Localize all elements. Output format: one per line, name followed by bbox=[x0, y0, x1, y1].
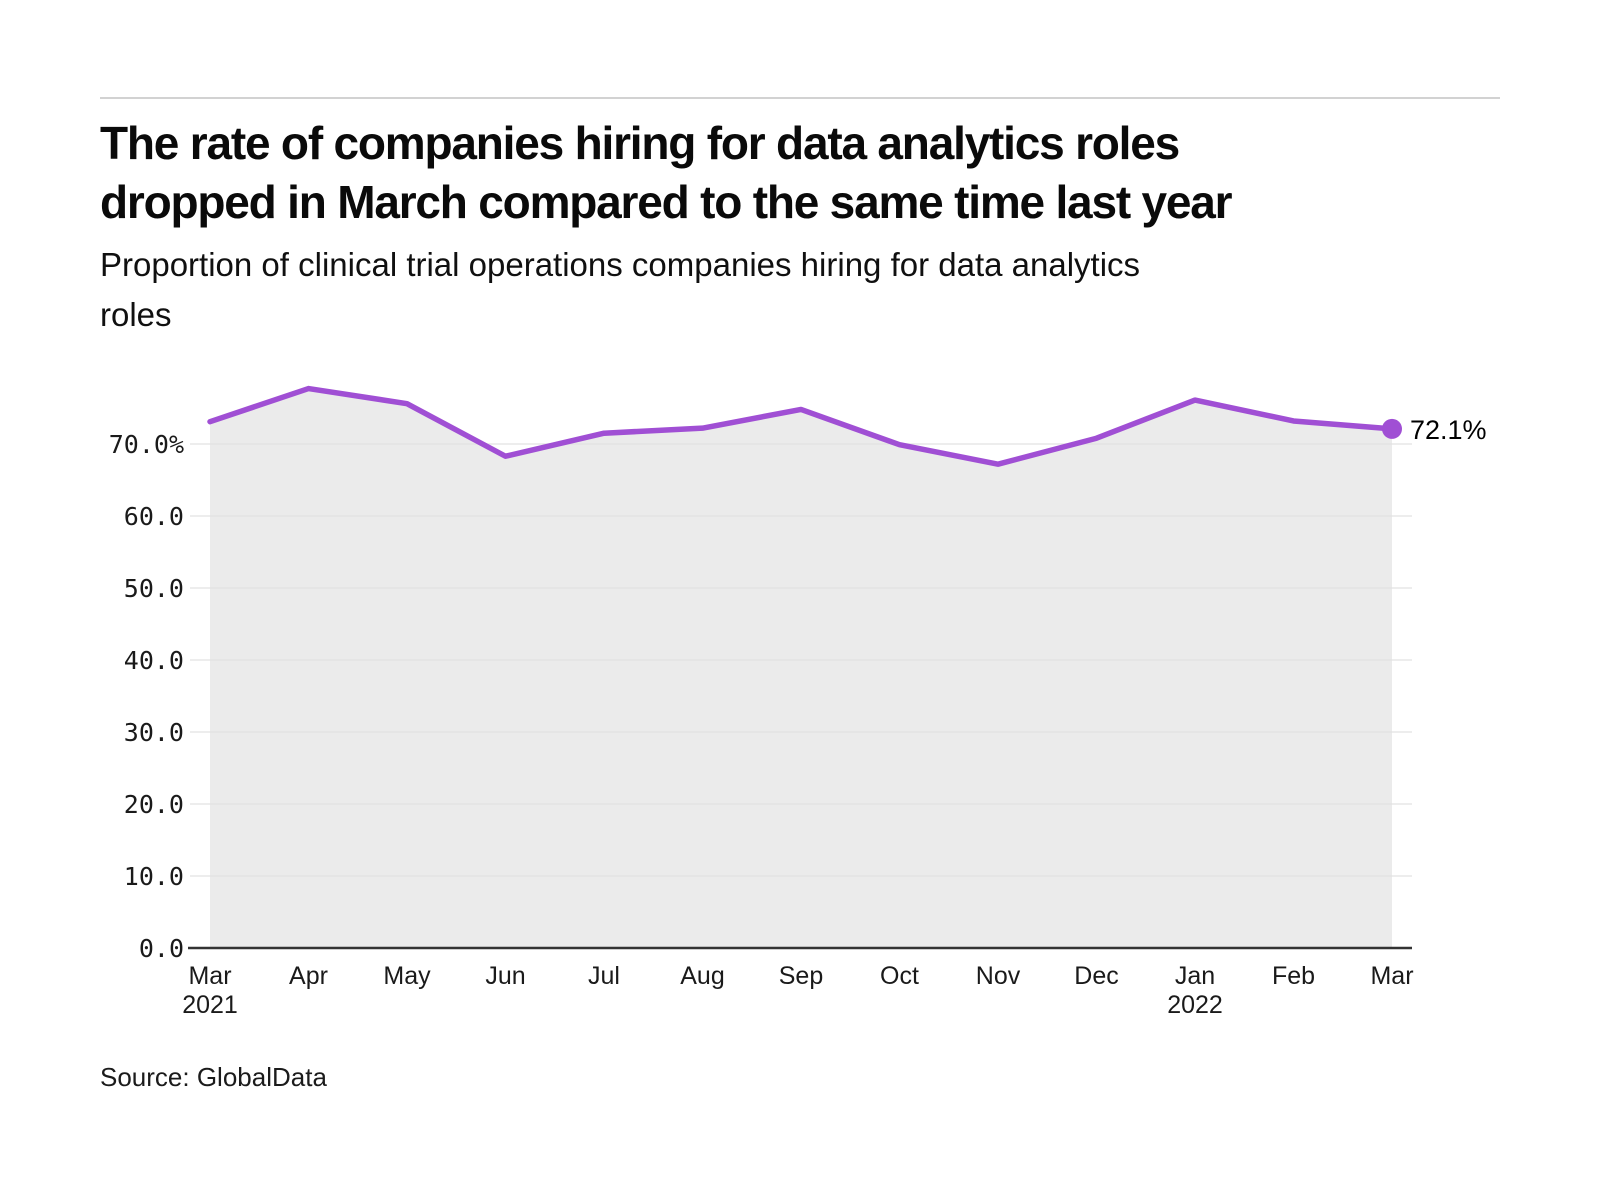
x-year-label: 2021 bbox=[182, 991, 238, 1019]
x-tick-label: Feb bbox=[1272, 962, 1315, 990]
chart-subtitle-line1: Proportion of clinical trial operations … bbox=[100, 246, 1141, 283]
x-tick-label: Aug bbox=[680, 962, 724, 990]
x-tick-label: Dec bbox=[1074, 962, 1118, 990]
top-divider bbox=[100, 97, 1500, 99]
page-title-line2: dropped in March compared to the same ti… bbox=[100, 176, 1233, 228]
x-tick-label: Jul bbox=[588, 962, 620, 990]
x-tick-label: Mar bbox=[1370, 962, 1413, 990]
x-tick-label: Sep bbox=[779, 962, 823, 990]
y-tick-label: 70.0% bbox=[109, 430, 184, 459]
end-point-label: 72.1% bbox=[1410, 415, 1487, 445]
trend-line bbox=[207, 385, 1395, 467]
area-fill bbox=[210, 388, 1392, 948]
x-tick-label: Mar bbox=[188, 962, 231, 990]
y-tick-label: 10.0 bbox=[124, 862, 184, 891]
chart-subtitle: Proportion of clinical trial operations … bbox=[100, 240, 1500, 340]
y-tick-label: 40.0 bbox=[124, 646, 184, 675]
y-tick-label: 60.0 bbox=[124, 502, 184, 531]
chart-subtitle-line2: roles bbox=[100, 296, 172, 333]
y-tick-label: 0.0 bbox=[139, 934, 184, 963]
y-tick-label: 20.0 bbox=[124, 790, 184, 819]
x-tick-label: Apr bbox=[289, 962, 328, 990]
source-caption: Source: GlobalData bbox=[100, 1062, 327, 1092]
x-tick-label: Nov bbox=[976, 962, 1021, 990]
end-point-marker bbox=[1382, 418, 1402, 439]
x-tick-label: Oct bbox=[880, 962, 919, 990]
y-tick-label: 50.0 bbox=[124, 574, 184, 603]
x-tick-label: Jan bbox=[1175, 962, 1215, 990]
page-title: The rate of companies hiring for data an… bbox=[100, 114, 1500, 232]
x-tick-label: May bbox=[383, 962, 431, 990]
page-title-line1: The rate of companies hiring for data an… bbox=[100, 117, 1180, 169]
x-year-label: 2022 bbox=[1167, 991, 1223, 1019]
x-tick-label: Jun bbox=[485, 962, 525, 990]
y-tick-label: 30.0 bbox=[124, 718, 184, 747]
